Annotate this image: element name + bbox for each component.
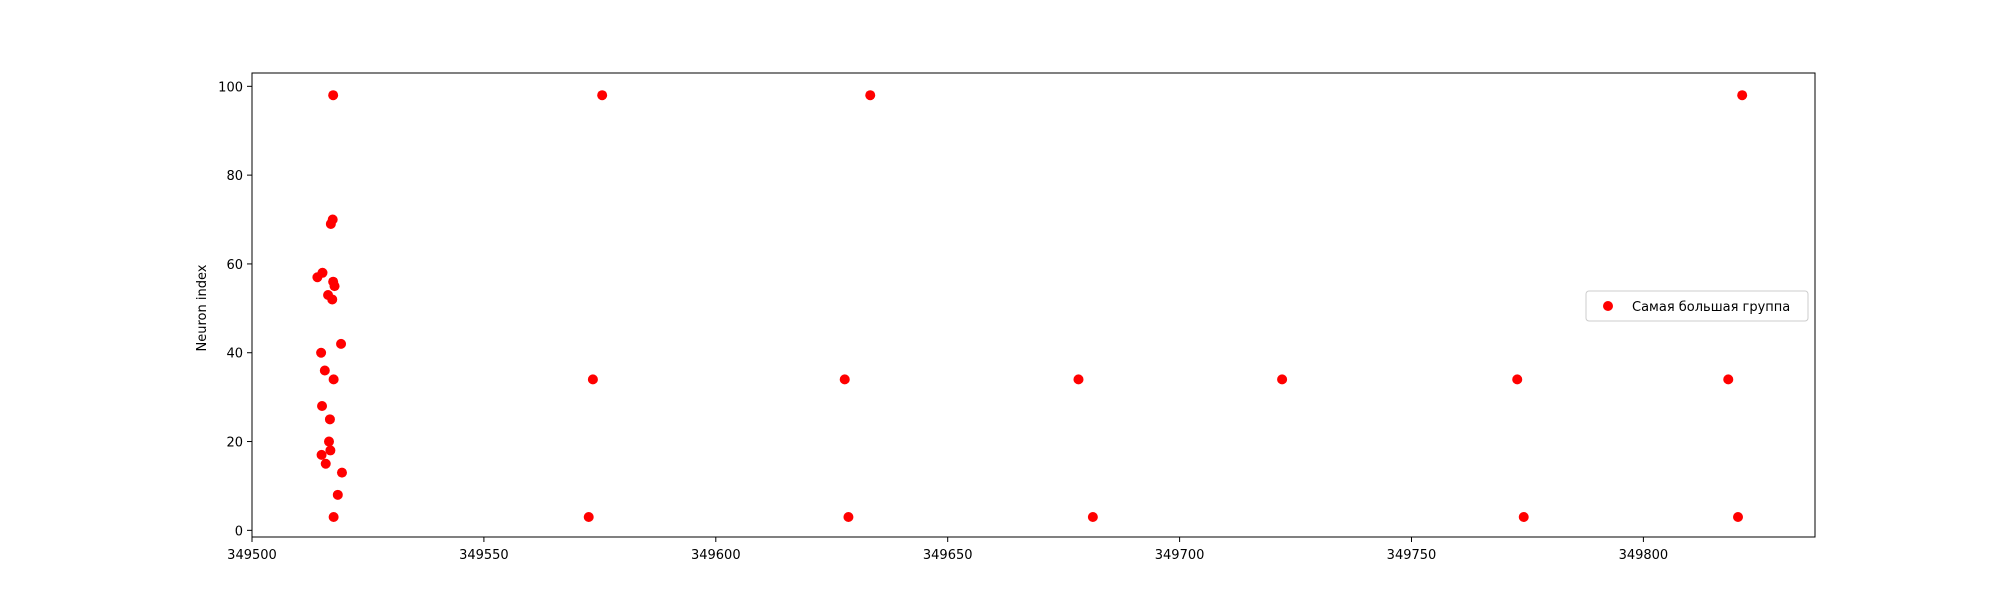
data-point (323, 436, 334, 447)
y-axis-title: Neuron index (195, 264, 210, 351)
data-point (587, 374, 598, 385)
data-point (839, 374, 850, 385)
legend: Самая большая группа (1585, 290, 1809, 322)
x-tick-label: 349500 (227, 548, 277, 563)
y-tick-label: 20 (226, 436, 243, 451)
data-point (1073, 374, 1084, 385)
y-tick-label: 0 (235, 524, 243, 539)
data-point (597, 90, 608, 101)
legend-box (1585, 290, 1809, 322)
x-tick-label: 349800 (1619, 548, 1669, 563)
data-point (324, 414, 335, 425)
data-point (336, 338, 347, 349)
data-point (843, 512, 854, 523)
data-point (317, 401, 328, 412)
y-tick-label: 80 (226, 169, 243, 184)
data-point (865, 90, 876, 101)
x-tick-label: 349700 (1155, 548, 1205, 563)
x-axis: 349500 349550 349600 349650 349700 349750 3498… (227, 537, 1668, 563)
data-points (312, 90, 1748, 523)
data-point (327, 294, 338, 305)
data-point (325, 445, 336, 456)
data-point (328, 512, 339, 523)
data-point (583, 512, 594, 523)
data-point (1723, 374, 1734, 385)
plot-area (251, 72, 1816, 538)
data-point (1087, 512, 1098, 523)
x-tick-label: 349600 (691, 548, 741, 563)
data-point (1277, 374, 1288, 385)
data-point (316, 449, 327, 460)
data-point (329, 281, 340, 292)
data-point (325, 218, 336, 229)
legend-marker (1603, 301, 1613, 311)
data-point (1512, 374, 1523, 385)
data-point (316, 347, 327, 358)
data-point (1518, 512, 1529, 523)
y-tick-label: 60 (226, 258, 243, 273)
y-axis: 0 20 40 60 80 100 (218, 80, 252, 539)
data-point (1737, 90, 1748, 101)
y-axis-label: Neuron index (195, 264, 210, 351)
data-point (332, 489, 343, 500)
x-tick-label: 349650 (923, 548, 973, 563)
data-point (320, 458, 331, 469)
data-point (319, 365, 330, 376)
x-tick-label: 349550 (459, 548, 509, 563)
y-tick-label: 40 (226, 347, 243, 362)
data-point (1733, 512, 1744, 523)
data-point (328, 374, 339, 385)
x-tick-label: 349750 (1387, 548, 1437, 563)
data-point (312, 272, 323, 283)
legend-label: Самая большая группа (1632, 300, 1790, 315)
y-tick-label: 100 (218, 80, 243, 95)
data-point (328, 90, 339, 101)
data-point (336, 467, 347, 478)
